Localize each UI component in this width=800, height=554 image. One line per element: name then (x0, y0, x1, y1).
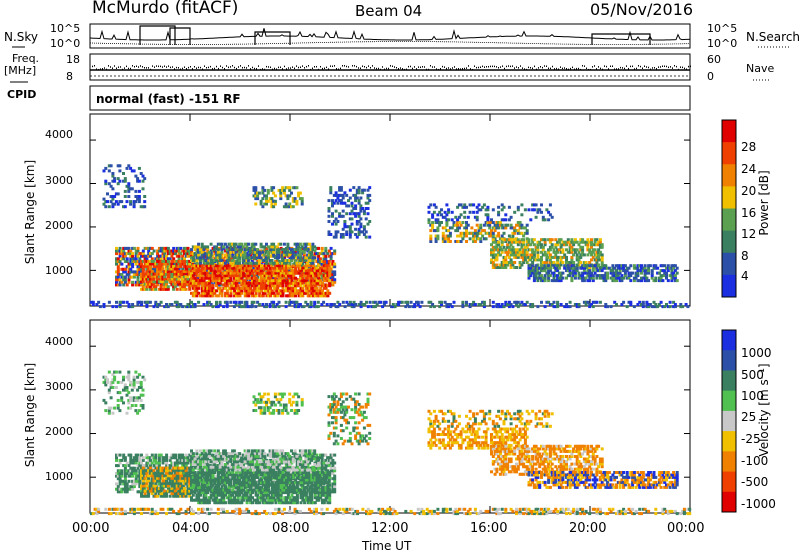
cb-vel-tick-3: 25 (741, 410, 757, 424)
noise-tick-left-bottom: 10^0 (50, 37, 81, 50)
x-tick-0800: 08:00 (272, 521, 310, 536)
colorbar-vel-segment (722, 431, 736, 452)
y-tick-power-3000: 3000 (45, 174, 73, 187)
colorbar-power-frame (721, 119, 737, 298)
x-tick-0400: 04:00 (172, 521, 210, 536)
cb-power-tick-0: 4 (741, 269, 749, 283)
cb-vel-tick-0: 1000 (741, 346, 772, 360)
noise-tick-right-bottom: 10^0 (707, 37, 738, 50)
colorbar-vel-segment (722, 370, 736, 392)
colorbar-vel-segment (722, 471, 736, 493)
cb-vel-tick-2: 100 (741, 389, 764, 403)
colorbar-power-segment (722, 230, 736, 254)
nave-tick-top: 60 (707, 53, 721, 66)
freq-tick-top: 18 (66, 53, 80, 66)
nsky-label: N.Sky (4, 30, 39, 44)
cb-power-tick-4: 20 (741, 184, 757, 198)
y-tick-vel-3000: 3000 (45, 380, 73, 393)
colorbar-vel-frame (721, 329, 737, 513)
freq-label: Freq. (12, 52, 40, 65)
colorbar-power-segment (722, 164, 736, 187)
cpid-text: normal (fast) -151 RF (96, 92, 241, 106)
colorbar-power-segment (722, 274, 736, 298)
cb-vel-tick-4: -25 (741, 432, 761, 446)
nave-label: Nave (746, 62, 775, 75)
nave-tick-bottom: 0 (707, 70, 714, 83)
x-tick-0000: 00:00 (72, 521, 110, 536)
noise-tick-left-top: 10^5 (50, 22, 81, 35)
colorbar-power-segment (722, 208, 736, 232)
x-tick-1600: 16:00 (470, 521, 508, 536)
colorbar-power-segment (722, 142, 736, 165)
y-tick-power-2000: 2000 (45, 219, 73, 232)
x-tick-2400: 00:00 (667, 521, 705, 536)
colorbar-power-segment (722, 120, 736, 143)
cb-power-tick-2: 12 (741, 227, 757, 241)
cb-power-tick-3: 16 (741, 206, 757, 220)
nsearch-label: N.Search (746, 30, 800, 44)
colorbar-vel-segment (722, 390, 736, 412)
y-tick-vel-4000: 4000 (45, 335, 73, 348)
colorbar-vel-segment (722, 491, 736, 513)
colorbar-vel-segment (722, 410, 736, 432)
y-tick-power-1000: 1000 (45, 264, 73, 277)
x-tick-1200: 12:00 (371, 521, 409, 536)
freq-unit: [MHz] (4, 64, 37, 77)
x-axis-label: Time UT (362, 539, 412, 553)
nsearch-trace (90, 41, 691, 45)
date-label: 05/Nov/2016 (590, 0, 694, 19)
power-data (90, 164, 690, 309)
beam-label: Beam 04 (355, 2, 423, 20)
cb-vel-tick-7: -1000 (741, 497, 776, 511)
y-tick-vel-1000: 1000 (45, 470, 73, 483)
cb-vel-tick-6: -500 (741, 475, 769, 489)
station-title: McMurdo (fitACF) (92, 0, 239, 18)
velocity-data (90, 370, 692, 516)
freq-tick-bottom: 8 (66, 70, 73, 83)
noise-step-trace (139, 25, 651, 45)
cb-power-tick-1: 8 (741, 249, 749, 263)
colorbar-vel-segment (722, 330, 736, 351)
colorbar-power-segment (722, 252, 736, 276)
y-tick-power-4000: 4000 (45, 128, 73, 141)
cb-vel-tick-1: 500 (741, 368, 764, 382)
cpid-label: CPID (7, 88, 37, 101)
colorbar-vel-segment (722, 350, 736, 371)
colorbar-power-segment (722, 186, 736, 209)
cpid-strip-frame (89, 85, 691, 111)
noise-tick-right-top: 10^5 (707, 22, 738, 35)
y-tick-vel-2000: 2000 (45, 425, 73, 438)
x-tick-2000: 20:00 (569, 521, 607, 536)
noise-strip-frame (89, 23, 691, 49)
cb-power-tick-5: 24 (741, 162, 757, 176)
colorbar-vel-segment (722, 451, 736, 473)
cb-power-tick-6: 28 (741, 140, 757, 154)
cb-vel-tick-5: -100 (741, 454, 769, 468)
